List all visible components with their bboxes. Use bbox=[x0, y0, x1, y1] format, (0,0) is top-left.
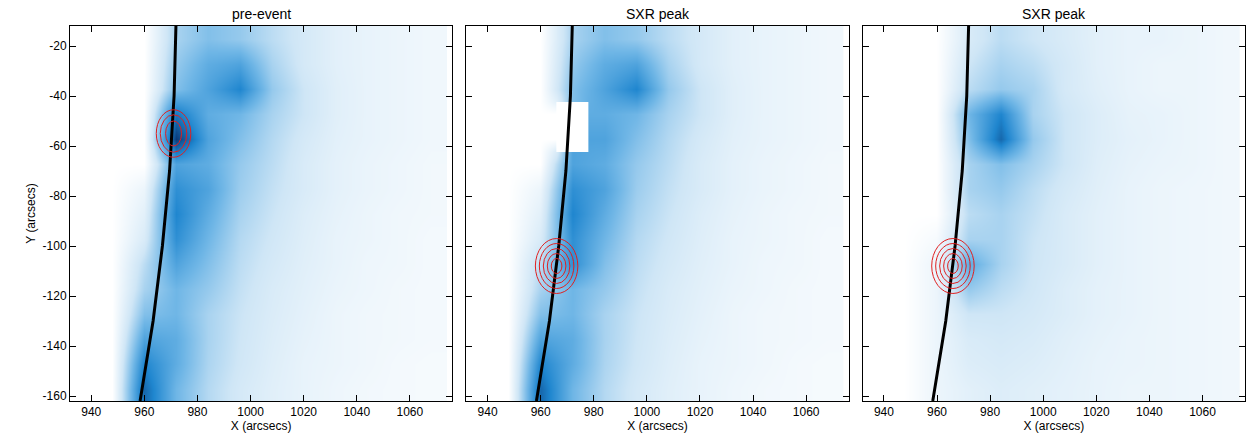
svg-text:-120: -120 bbox=[43, 289, 67, 303]
svg-text:SXR peak: SXR peak bbox=[626, 6, 690, 22]
svg-text:pre-event: pre-event bbox=[232, 6, 291, 22]
svg-text:1020: 1020 bbox=[1083, 405, 1110, 419]
svg-text:1020: 1020 bbox=[687, 405, 714, 419]
svg-text:1000: 1000 bbox=[1030, 405, 1057, 419]
svg-text:1000: 1000 bbox=[237, 405, 264, 419]
svg-text:1040: 1040 bbox=[740, 405, 767, 419]
svg-text:980: 980 bbox=[980, 405, 1000, 419]
svg-text:-40: -40 bbox=[49, 89, 67, 103]
svg-text:-160: -160 bbox=[43, 389, 67, 403]
svg-text:Y (arcsecs): Y (arcsecs) bbox=[24, 183, 38, 243]
svg-text:1060: 1060 bbox=[1189, 405, 1216, 419]
svg-text:960: 960 bbox=[927, 405, 947, 419]
svg-text:960: 960 bbox=[134, 405, 154, 419]
svg-text:1040: 1040 bbox=[1136, 405, 1163, 419]
svg-text:1000: 1000 bbox=[634, 405, 661, 419]
svg-text:1040: 1040 bbox=[343, 405, 370, 419]
svg-text:-140: -140 bbox=[43, 339, 67, 353]
svg-text:960: 960 bbox=[531, 405, 551, 419]
svg-text:940: 940 bbox=[478, 405, 498, 419]
svg-text:SXR peak: SXR peak bbox=[1022, 6, 1086, 22]
svg-text:-80: -80 bbox=[49, 189, 67, 203]
svg-text:980: 980 bbox=[584, 405, 604, 419]
svg-text:-20: -20 bbox=[49, 39, 67, 53]
svg-text:-100: -100 bbox=[43, 239, 67, 253]
svg-text:X (arcsecs): X (arcsecs) bbox=[627, 419, 688, 433]
svg-text:940: 940 bbox=[81, 405, 101, 419]
svg-text:1060: 1060 bbox=[396, 405, 423, 419]
svg-text:-60: -60 bbox=[49, 139, 67, 153]
svg-text:980: 980 bbox=[187, 405, 207, 419]
svg-text:1020: 1020 bbox=[290, 405, 317, 419]
svg-text:940: 940 bbox=[874, 405, 894, 419]
svg-text:1060: 1060 bbox=[793, 405, 820, 419]
svg-text:X (arcsecs): X (arcsecs) bbox=[231, 419, 292, 433]
svg-text:X (arcsecs): X (arcsecs) bbox=[1023, 419, 1084, 433]
